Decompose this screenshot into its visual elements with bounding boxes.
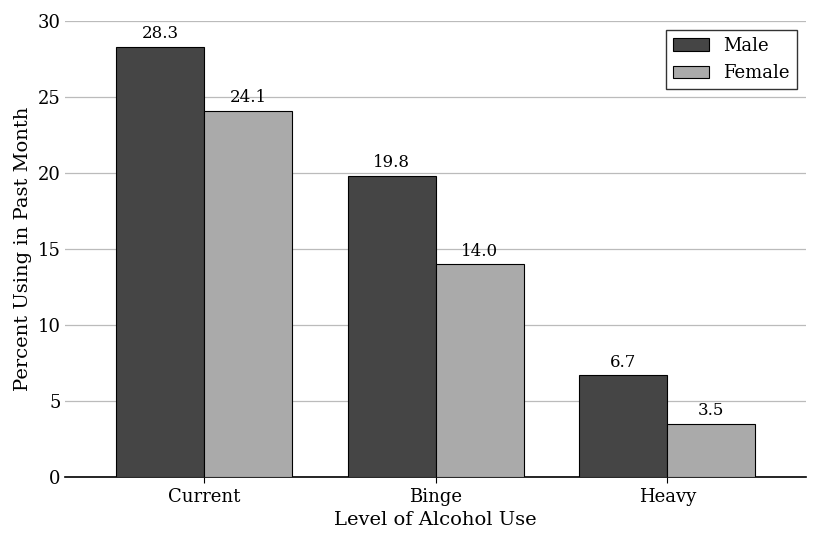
Text: 24.1: 24.1 [229,89,266,106]
Bar [116,47,204,477]
Bar [435,264,523,477]
Y-axis label: Percent Using in Past Month: Percent Using in Past Month [14,107,32,391]
Legend: Male, Female: Male, Female [665,30,796,90]
Text: 6.7: 6.7 [609,353,636,371]
X-axis label: Level of Alcohol Use: Level of Alcohol Use [334,511,536,529]
Text: 3.5: 3.5 [697,402,723,419]
Text: 28.3: 28.3 [142,25,179,42]
Bar [204,111,292,477]
Bar [347,176,435,477]
Bar [667,424,754,477]
Bar [578,375,667,477]
Text: 19.8: 19.8 [373,154,410,172]
Text: 14.0: 14.0 [460,243,498,260]
